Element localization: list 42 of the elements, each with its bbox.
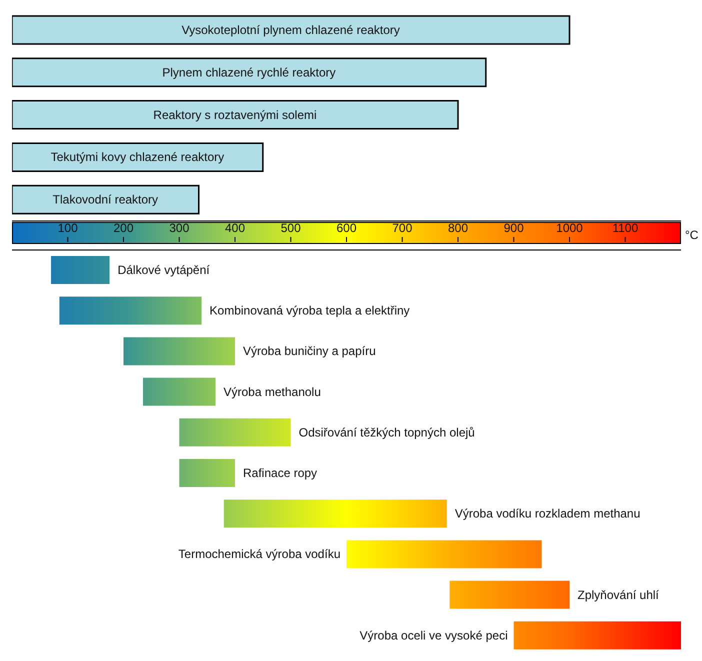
bar — [12, 15, 570, 45]
x-tick-label: 800 — [448, 221, 468, 235]
x-axis-title: °C — [685, 228, 698, 242]
y-tick-label: Výroba buničiny a papíru — [243, 344, 376, 358]
bar — [450, 580, 570, 609]
bar — [51, 256, 110, 284]
y-tick-label: Kombinovaná výroba tepla a elektřiny — [210, 304, 410, 318]
y-tick-label: Zplyňování uhlí — [578, 588, 660, 602]
x-tick-label: 200 — [113, 221, 134, 235]
y-tick-label: Výroba vodíku rozkladem methanu — [454, 506, 640, 521]
category-label: Tekutými kovy chlazené reaktory — [50, 150, 224, 164]
y-tick-label: Termochemická výroba vodíku — [178, 547, 340, 562]
y-tick-label: Výroba methanolu — [223, 384, 321, 399]
x-tick-label: 100 — [58, 221, 78, 235]
bar — [12, 142, 264, 172]
bar — [346, 540, 542, 568]
bar — [59, 296, 202, 325]
bar — [12, 100, 459, 130]
bar — [12, 58, 487, 88]
category-label: Tlakovodní reaktory — [52, 192, 158, 207]
x-tick-label: 400 — [224, 221, 246, 235]
y-tick-label: Odsiřování těžkých topných olejů — [298, 425, 475, 440]
category-label: Reaktory s roztavenými solemi — [153, 108, 317, 122]
bar — [143, 378, 216, 406]
x-tick-label: 600 — [336, 221, 357, 235]
y-tick-label: Rafinace ropy — [243, 466, 318, 480]
bar — [179, 459, 235, 487]
category-label: Plynem chlazené rychlé reaktory — [162, 65, 336, 80]
y-tick-label: Výroba oceli ve vysoké peci — [360, 628, 508, 642]
bar — [514, 621, 681, 650]
x-tick-label: 1000 — [556, 221, 584, 235]
bar — [12, 184, 200, 214]
x-tick-label: 1100 — [612, 221, 638, 235]
bar — [124, 337, 235, 366]
category-label: Vysokoteplotní plynem chlazené reaktory — [182, 23, 400, 37]
x-tick-label: 900 — [504, 221, 524, 235]
y-tick-label: Dálkové vytápění — [118, 263, 210, 277]
bar — [179, 418, 291, 446]
bar — [224, 500, 447, 528]
x-tick-label: 500 — [280, 221, 302, 235]
x-tick-label: 700 — [392, 221, 413, 235]
x-tick-label: 300 — [169, 221, 190, 235]
